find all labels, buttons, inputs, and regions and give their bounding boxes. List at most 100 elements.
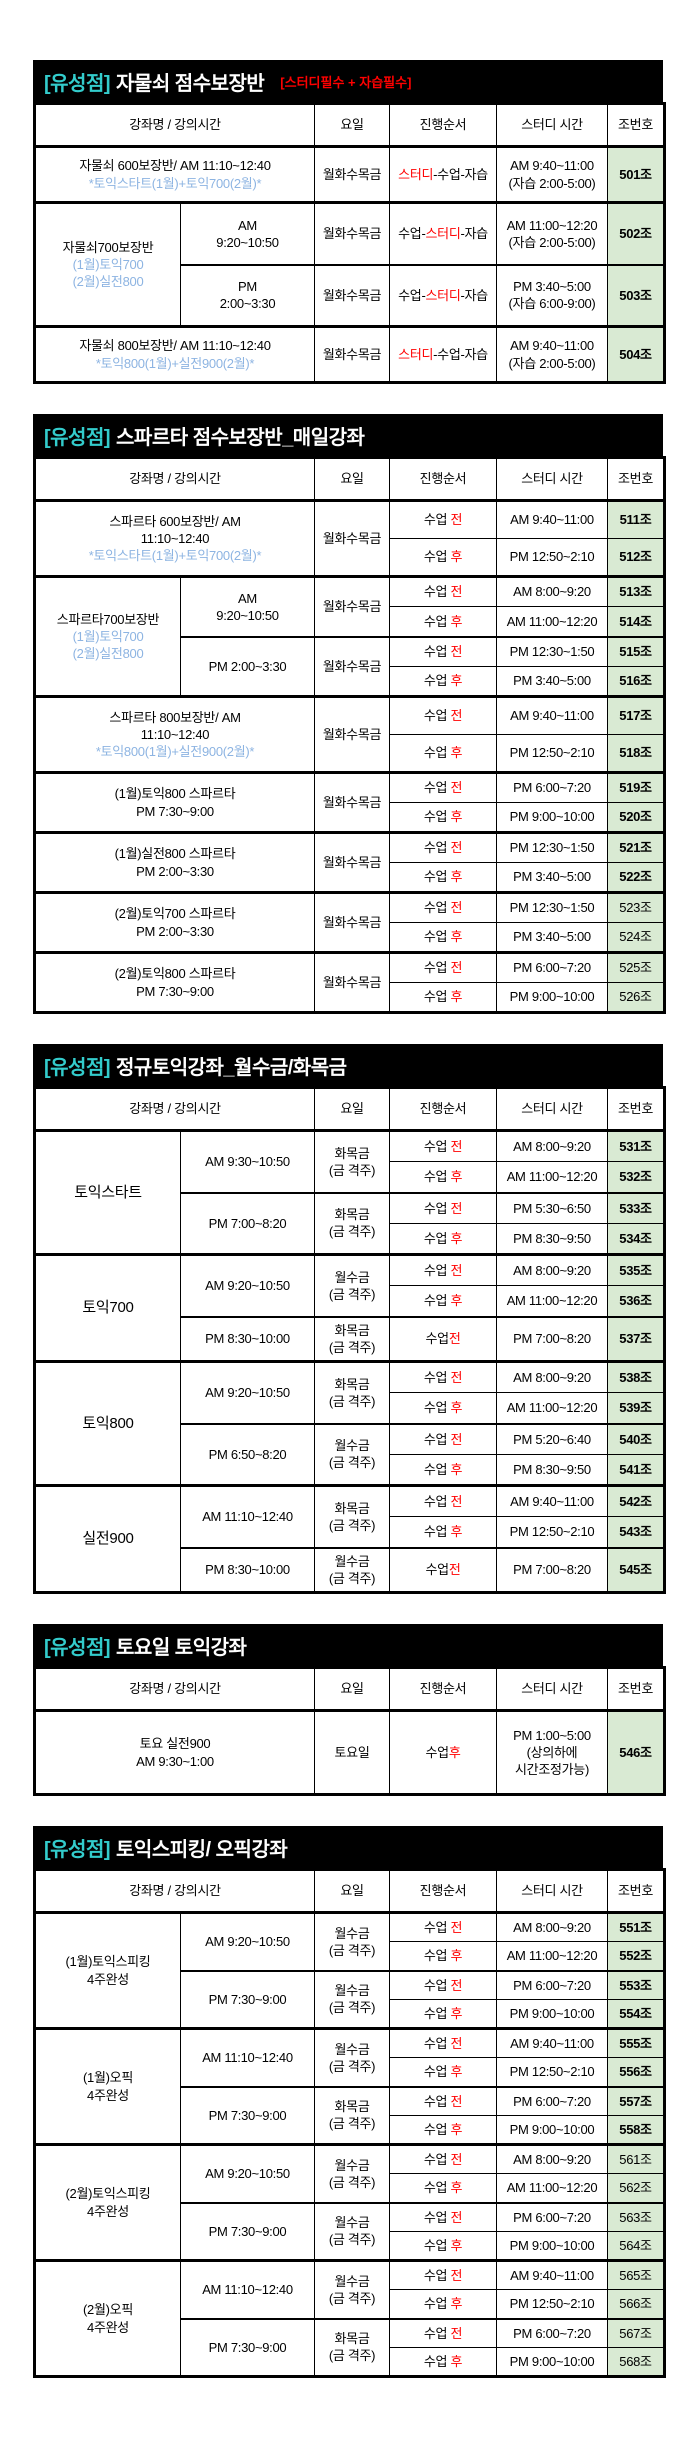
highlighted-text: 후 bbox=[450, 809, 463, 825]
cell-text: 520조 bbox=[619, 809, 652, 825]
cell-text: 수업 bbox=[423, 512, 451, 528]
cell-line: 자물쇠 600보장반/ AM 11:10~12:40 bbox=[37, 157, 313, 174]
cell-text: 수업 bbox=[423, 2325, 451, 2341]
order-cell: 수업 후 bbox=[389, 1516, 497, 1548]
cell-text: 월수금 bbox=[334, 1925, 370, 1941]
cell-text: PM 3:40~5:00 bbox=[513, 869, 591, 885]
day-cell: 월화수목금 bbox=[314, 145, 390, 203]
cell-text: PM 6:00~7:20 bbox=[513, 2093, 591, 2109]
order-cell: 수업 후 bbox=[389, 1999, 497, 2029]
cell-text: AM 8:00~9:20 bbox=[513, 1919, 591, 1935]
cell-line: 565조 bbox=[609, 2267, 662, 2284]
group-number-cell: 532조 bbox=[607, 1161, 665, 1193]
cell-line: 월수금 bbox=[316, 2273, 388, 2290]
cell-line: 월화수목금 bbox=[316, 287, 388, 304]
cell-line: 수업 후 bbox=[391, 613, 495, 630]
cell-line: AM 9:20~10:50 bbox=[182, 1933, 313, 1950]
cell-text: PM 6:00~7:20 bbox=[513, 1977, 591, 1993]
group-number-cell: 514조 bbox=[607, 606, 665, 637]
group-number-cell: 535조 bbox=[607, 1253, 665, 1286]
group-number-cell: 561조 bbox=[607, 2143, 665, 2174]
cell-line: 수업 후 bbox=[391, 2121, 495, 2138]
day-cell: 월수금 (금 격주) bbox=[314, 1422, 390, 1486]
highlighted-text: 전 bbox=[450, 1977, 463, 1993]
study-time-cell: PM 5:20~6:40 bbox=[496, 1422, 608, 1455]
cell-text: 수업 bbox=[423, 1230, 451, 1246]
cell-line: (금 격주) bbox=[316, 1942, 388, 1959]
cell-text: 564조 bbox=[619, 2237, 652, 2253]
cell-text: 502조 bbox=[619, 226, 652, 242]
section-title: 스파르타 점수보장반_매일강좌 bbox=[116, 426, 365, 449]
cell-line: PM 5:20~6:40 bbox=[498, 1431, 606, 1448]
cell-line: AM 11:10~12:40 bbox=[182, 2281, 313, 2298]
cell-line: AM 9:40~11:00 bbox=[498, 337, 606, 354]
time-cell: PM 7:30~9:00 bbox=[180, 2085, 315, 2145]
cell-text: (금 격주) bbox=[328, 1393, 376, 1409]
cell-line: (금 격주) bbox=[316, 1454, 388, 1471]
cell-line: 542조 bbox=[609, 1493, 662, 1510]
column-header-row: 강좌명 / 강의시간 요일 진행순서 스터디 시간 조번호 bbox=[34, 457, 665, 502]
order-cell: 수업 전 bbox=[389, 2085, 497, 2116]
cell-line: PM 7:30~9:00 bbox=[182, 2339, 313, 2356]
cell-text: (금 격주) bbox=[328, 2116, 376, 2132]
cell-text: PM 3:40~5:00 bbox=[513, 673, 591, 689]
cell-text: 515조 bbox=[619, 644, 652, 660]
cell-text: 546조 bbox=[619, 1744, 652, 1760]
cell-line: AM 11:00~12:20 bbox=[498, 1399, 606, 1416]
order-cell: 수업 전 bbox=[389, 1911, 497, 1942]
highlighted-text: 전 bbox=[450, 512, 463, 528]
cell-text: AM 9:20~10:50 bbox=[205, 1385, 290, 1401]
cell-line: 503조 bbox=[609, 287, 662, 304]
cell-text: 토요일 bbox=[334, 1744, 370, 1760]
cell-text: 월수금 bbox=[334, 1983, 370, 1999]
cell-line: 수업 전 bbox=[391, 1431, 495, 1448]
cell-text: (1월)실전800 스파르타 bbox=[114, 846, 236, 862]
order-cell: 수업 전 bbox=[389, 635, 497, 667]
cell-line: 화목금 bbox=[316, 2330, 388, 2347]
cell-text: 화목금 bbox=[334, 2099, 370, 2115]
course-cell: (2월)토익800 스파르타 PM 7:30~9:00 bbox=[34, 951, 315, 1013]
cell-text: 수업 bbox=[423, 2151, 451, 2167]
cell-line: 554조 bbox=[609, 2005, 662, 2022]
sub-course-text: *토익스타트(1월)+토익700(2월)* bbox=[88, 548, 262, 564]
cell-line: *토익스타트(1월)+토익700(2월)* bbox=[37, 175, 313, 192]
column-header: 조번호 bbox=[607, 1869, 665, 1914]
time-cell: AM 9:20~10:50 bbox=[180, 575, 315, 637]
cell-line: 수업전 bbox=[391, 1330, 495, 1347]
cell-text: (자습 6:00-9:00) bbox=[508, 296, 596, 312]
highlighted-text: 전 bbox=[450, 644, 463, 660]
cell-line: PM 9:00~10:00 bbox=[498, 2237, 606, 2254]
cell-line: 수업 전 bbox=[391, 2267, 495, 2284]
cell-text: 화목금 bbox=[334, 1145, 370, 1161]
cell-text: 수업 bbox=[423, 1977, 451, 1993]
cell-line: 월수금 bbox=[316, 1553, 388, 1570]
group-number-cell: 517조 bbox=[607, 695, 665, 735]
section-title: 정규토익강좌_월수금/화목금 bbox=[116, 1056, 347, 1079]
cell-text: 실전900 bbox=[82, 1530, 134, 1548]
study-time-cell: PM 6:00~7:20 bbox=[496, 771, 608, 803]
cell-text: 수업 bbox=[423, 644, 451, 660]
cell-line: 월화수목금 bbox=[316, 530, 388, 547]
order-cell: 스터디-수업-자습 bbox=[389, 325, 497, 383]
cell-text: 534조 bbox=[619, 1230, 652, 1246]
sub-course-text: (1월)토익700 bbox=[72, 628, 144, 644]
column-header: 요일 bbox=[314, 1667, 390, 1712]
cell-text: PM 7:30~9:00 bbox=[136, 803, 214, 819]
study-time-cell: AM 9:40~11:00 (자습 2:00-5:00) bbox=[496, 145, 608, 203]
cell-text: AM 11:00~12:20 bbox=[506, 1948, 598, 1964]
cell-text: 수업- bbox=[398, 287, 426, 303]
cell-text: 541조 bbox=[619, 1461, 652, 1477]
group-number-cell: 557조 bbox=[607, 2085, 665, 2116]
cell-text: 567조 bbox=[619, 2325, 652, 2341]
cell-text: 558조 bbox=[619, 2121, 652, 2137]
cell-line: 월화수목금 bbox=[316, 854, 388, 871]
cell-text: 568조 bbox=[619, 2353, 652, 2369]
column-header: 스터디 시간 bbox=[496, 103, 608, 148]
day-cell: 월수금 (금 격주) bbox=[314, 1969, 390, 2029]
column-header-row: 강좌명 / 강의시간 요일 진행순서 스터디 시간 조번호 bbox=[34, 1087, 665, 1132]
cell-text: 536조 bbox=[619, 1293, 652, 1309]
column-header: 요일 bbox=[314, 103, 390, 148]
course-cell: 자물쇠700보장반 (1월)토익700 (2월)실전800 bbox=[34, 201, 181, 327]
cell-text: PM 12:50~2:10 bbox=[509, 549, 595, 565]
cell-text: 수업 bbox=[425, 1744, 450, 1760]
